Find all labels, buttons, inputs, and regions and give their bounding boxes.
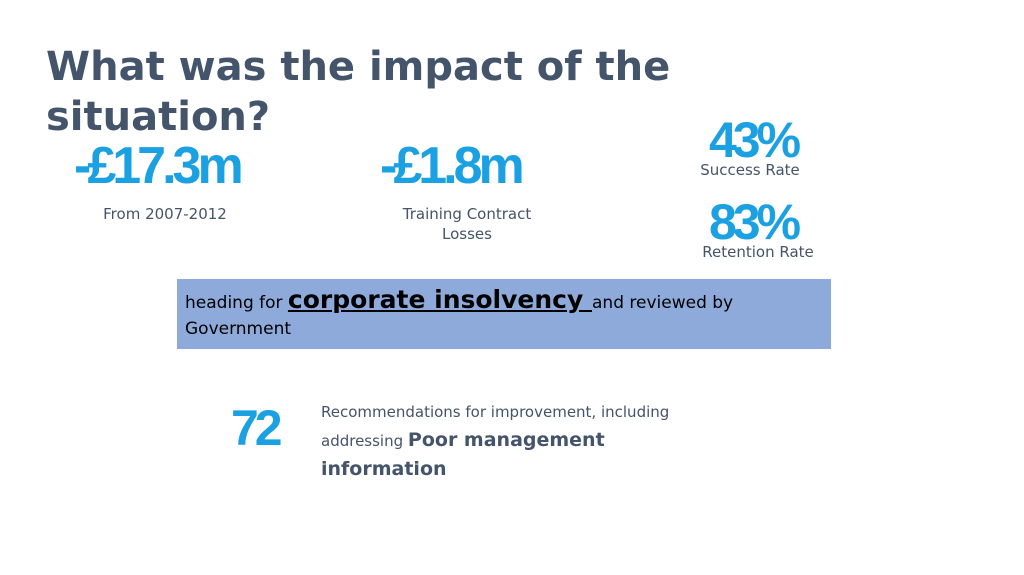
retention-rate-caption: Retention Rate xyxy=(702,243,814,261)
insolvency-callout: heading for corporate insolvency and rev… xyxy=(177,279,831,349)
recommendations-description: Recommendations for improvement, includi… xyxy=(321,398,721,484)
training-loss-stat: -£1.8m xyxy=(380,137,525,195)
retention-rate-stat: 83% xyxy=(709,194,801,250)
insolvency-prefix: heading for xyxy=(185,293,288,313)
slide-title: What was the impact of the situation? xyxy=(46,44,671,140)
loss-total-caption: From 2007-2012 xyxy=(103,205,227,223)
insolvency-emphasis: corporate insolvency xyxy=(287,285,592,314)
training-loss-caption: Training Contract Losses xyxy=(402,205,532,243)
insolvency-suffix: and reviewed by Government xyxy=(185,293,734,339)
recommendations-count: 72 xyxy=(231,400,283,456)
recommendations-text: Recommendations for improvement, includi… xyxy=(321,403,670,450)
loss-total-stat: -£17.3m xyxy=(74,137,244,195)
success-rate-caption: Success Rate xyxy=(700,161,800,179)
recommendations-emphasis: Poor management information xyxy=(321,429,605,480)
success-rate-stat: 43% xyxy=(709,112,801,168)
